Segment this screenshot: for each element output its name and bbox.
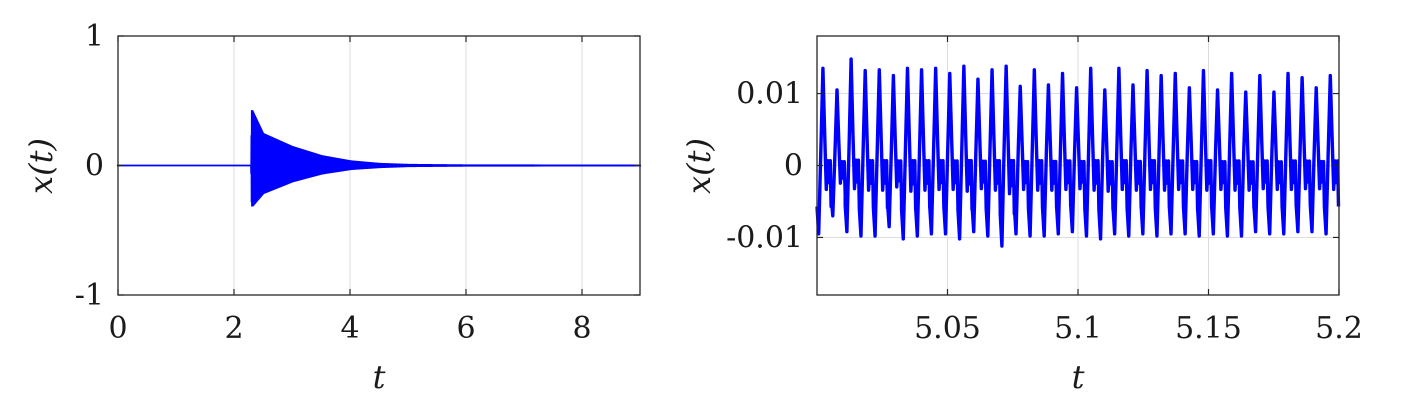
y-tick-label: 1 <box>85 19 104 54</box>
y-tick-label: 0 <box>784 149 803 184</box>
x-tick-label: 2 <box>224 311 243 346</box>
chart-right: 5.05 5.1 5.15 5.2 -0.01 0 0.01 t x(t) <box>680 35 1363 396</box>
x-tick-label: 8 <box>572 311 591 346</box>
y-tick-label: 0 <box>85 149 104 184</box>
x-tick-label: 5.2 <box>1315 311 1363 346</box>
x-tick-label: 6 <box>456 311 475 346</box>
x-tick-label: 4 <box>340 311 359 346</box>
x-axis-label-left: t <box>373 358 386 396</box>
y-axis-label-left: x(t) <box>22 138 60 194</box>
x-tick-label: 5.1 <box>1054 311 1102 346</box>
y-axis-label-right: x(t) <box>680 138 718 194</box>
series-line-left <box>116 110 642 207</box>
x-axis-label-right: t <box>1072 358 1085 396</box>
x-tick-label: 5.15 <box>1175 311 1242 346</box>
x-tick-label: 0 <box>108 311 127 346</box>
series-line-right <box>815 57 1341 248</box>
y-tick-label: -1 <box>75 278 104 313</box>
y-tick-label: -0.01 <box>726 220 803 255</box>
chart-left: 0 2 4 6 8-101 t x(t) <box>22 19 642 396</box>
y-tick-label: 0.01 <box>736 77 803 112</box>
x-tick-label: 5.05 <box>914 311 981 346</box>
